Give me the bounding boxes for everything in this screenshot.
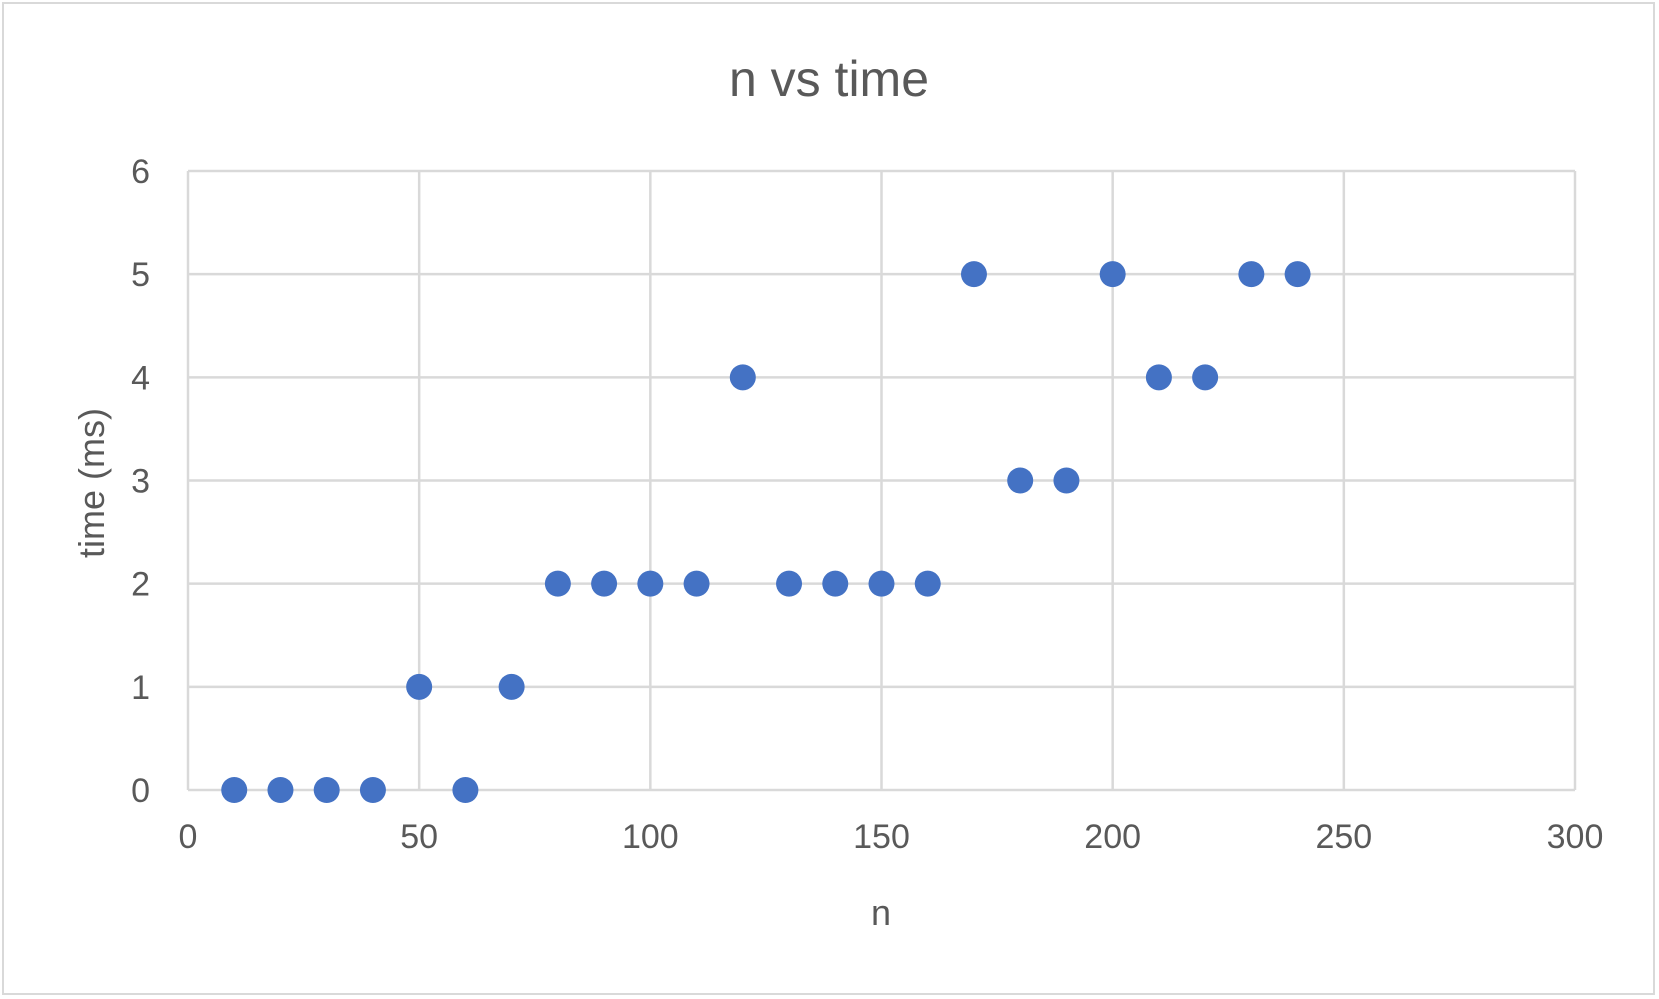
x-tick-label: 100 — [622, 818, 679, 856]
y-tick-label: 4 — [131, 359, 150, 397]
y-axis-title: time (ms) — [71, 408, 112, 558]
data-point — [960, 261, 987, 288]
data-point — [313, 777, 340, 803]
data-point — [544, 570, 571, 597]
x-tick-label: 0 — [179, 818, 198, 856]
x-tick-label: 250 — [1315, 818, 1372, 856]
data-point — [359, 777, 386, 803]
data-point — [822, 570, 849, 597]
chart-title: n vs time — [729, 51, 929, 107]
data-point — [637, 570, 664, 597]
data-point — [914, 570, 941, 597]
data-point — [1238, 261, 1265, 288]
data-point — [1099, 261, 1126, 288]
y-tick-label: 6 — [131, 153, 150, 191]
data-point — [406, 673, 433, 700]
y-tick-label: 1 — [131, 669, 150, 707]
y-tick-label: 3 — [131, 463, 150, 501]
data-point — [683, 570, 710, 597]
x-tick-label: 200 — [1084, 818, 1141, 856]
data-point — [452, 777, 479, 803]
gridlines — [186, 169, 1577, 790]
x-tick-label: 300 — [1547, 818, 1604, 856]
data-point — [498, 673, 525, 700]
data-point — [221, 777, 248, 803]
x-axis-title: n — [871, 892, 891, 933]
data-point — [868, 570, 895, 597]
data-points — [221, 261, 1311, 803]
data-point — [1284, 261, 1311, 288]
y-tick-label: 2 — [131, 566, 150, 604]
data-point — [267, 777, 294, 803]
y-tick-label: 5 — [131, 256, 150, 294]
data-point — [1145, 364, 1172, 391]
data-point — [729, 364, 756, 391]
data-point — [776, 570, 803, 597]
data-point — [591, 570, 618, 597]
tick-labels: 0 1 2 3 4 5 6 0 50 100 150 200 250 300 — [131, 153, 1603, 856]
x-tick-label: 50 — [400, 818, 438, 856]
data-point — [1007, 467, 1034, 494]
x-tick-label: 150 — [853, 818, 910, 856]
data-point — [1053, 467, 1080, 494]
data-point — [1192, 364, 1219, 391]
y-tick-label: 0 — [131, 772, 150, 810]
